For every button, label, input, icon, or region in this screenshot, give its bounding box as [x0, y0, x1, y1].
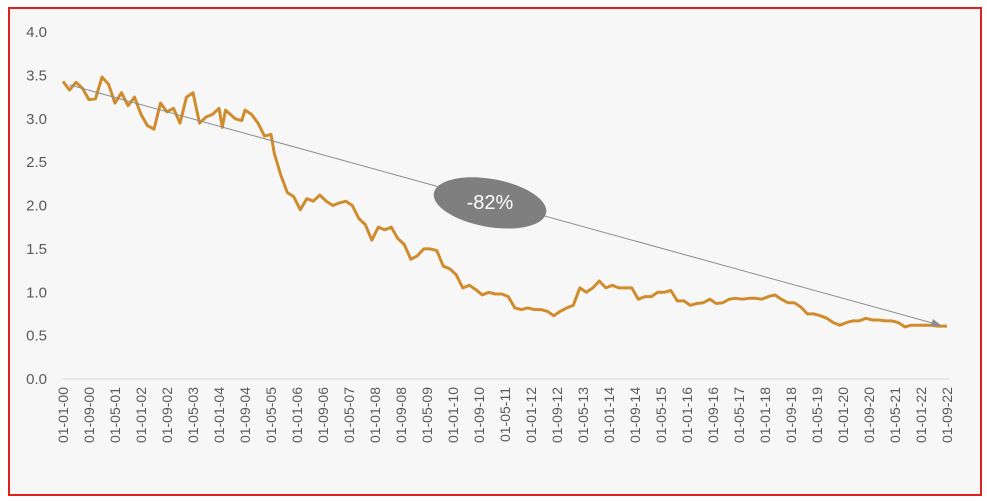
x-tick-label: 01-01-04 — [211, 387, 227, 443]
x-tick-label: 01-09-22 — [939, 387, 955, 443]
chart-frame — [8, 7, 982, 496]
x-tick-label: 01-09-14 — [627, 387, 643, 443]
series-line — [61, 75, 947, 329]
x-tick-label: 01-01-08 — [367, 387, 383, 443]
x-tick-label: 01-05-11 — [497, 387, 513, 442]
x-tick-label: 01-09-06 — [315, 387, 331, 443]
x-tick-label: 01-05-07 — [341, 387, 357, 443]
y-tick-label: 1.5 — [26, 241, 47, 258]
x-tick-label: 01-09-16 — [705, 387, 721, 443]
x-tick-label: 01-01-06 — [289, 387, 305, 443]
x-tick-label: 01-09-04 — [237, 387, 253, 443]
x-tick-label: 01-09-08 — [393, 387, 409, 443]
y-tick-label: 2.5 — [26, 154, 47, 171]
x-tick-label: 01-05-21 — [887, 387, 903, 443]
x-tick-label: 01-05-01 — [107, 387, 123, 443]
y-tick-label: 3.0 — [26, 111, 47, 128]
x-tick-label: 01-05-03 — [185, 387, 201, 443]
x-tick-label: 01-01-00 — [55, 387, 71, 443]
x-tick-label: 01-01-10 — [445, 387, 461, 443]
x-tick-label: 01-05-09 — [419, 387, 435, 443]
x-tick-label: 01-05-15 — [653, 387, 669, 443]
x-tick-label: 01-05-17 — [731, 387, 747, 443]
x-tick-label: 01-09-10 — [471, 387, 487, 443]
x-tick-label: 01-01-22 — [913, 387, 929, 443]
change-callout-label: -82% — [467, 192, 514, 214]
change-callout-bubble — [433, 177, 547, 229]
y-tick-label: 4.0 — [26, 24, 47, 41]
x-tick-label: 01-09-20 — [861, 387, 877, 443]
x-tick-label: 01-01-18 — [757, 387, 773, 443]
y-tick-label: 0.5 — [26, 328, 47, 345]
y-tick-label: 3.5 — [26, 67, 47, 84]
x-tick-label: 01-05-05 — [263, 387, 279, 443]
x-tick-label: 01-01-02 — [133, 387, 149, 443]
y-tick-label: 1.0 — [26, 284, 47, 301]
y-tick-label: 2.0 — [26, 198, 47, 215]
x-tick-label: 01-09-12 — [549, 387, 565, 443]
x-tick-label: 01-05-13 — [575, 387, 591, 443]
x-tick-label: 01-09-02 — [159, 387, 175, 443]
x-tick-label: 01-01-12 — [523, 387, 539, 443]
x-tick-label: 01-01-16 — [679, 387, 695, 443]
x-tick-label: 01-09-00 — [81, 387, 97, 443]
x-tick-label: 01-01-20 — [835, 387, 851, 443]
y-tick-label: 0.0 — [26, 371, 47, 388]
x-tick-label: 01-05-19 — [809, 387, 825, 443]
x-tick-label: 01-09-18 — [783, 387, 799, 443]
x-tick-label: 01-01-14 — [601, 387, 617, 443]
